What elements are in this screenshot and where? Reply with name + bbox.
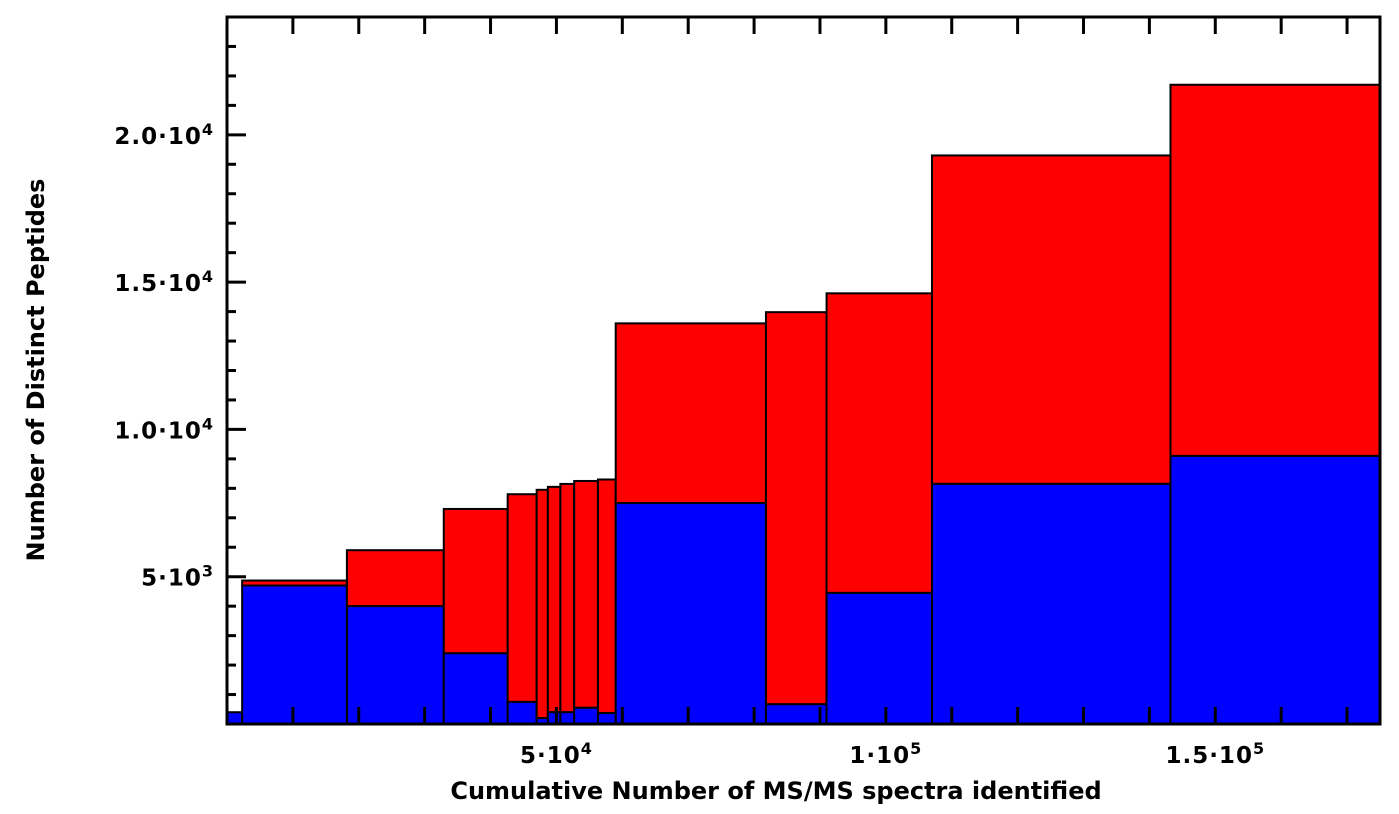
bar-blue-11 (764, 703, 828, 726)
bar-blue-6 (546, 711, 562, 726)
x-tick-label: 1·105 (849, 739, 922, 769)
bar-blue-2 (345, 605, 445, 726)
bars-layer (226, 83, 1381, 726)
y-axis-label: Number of Distinct Peptides (22, 179, 50, 562)
bar-red-13 (930, 154, 1172, 485)
bar-blue-7 (559, 711, 576, 726)
bar-red-5 (535, 488, 549, 720)
ticks-layer (227, 17, 1349, 724)
bar-blue-0 (226, 711, 244, 726)
bar-blue-1 (241, 584, 348, 725)
bar-red-3 (442, 507, 509, 655)
x-axis-label: Cumulative Number of MS/MS spectra ident… (450, 777, 1101, 805)
bar-red-11 (764, 311, 828, 706)
y-tick-label: 1.5·104 (114, 267, 214, 297)
y-tick-label: 2.0·104 (114, 120, 214, 150)
bar-red-4 (506, 493, 538, 703)
bar-blue-12 (825, 591, 933, 725)
bar-blue-13 (930, 482, 1172, 725)
tick-labels-layer: 5·104 1·105 1.5·105 5·103 1.0·104 1.5·104 2.0·… (114, 120, 1265, 769)
bar-blue-3 (442, 652, 509, 725)
x-tick-label: 5·104 (520, 739, 593, 769)
bar-red-6 (546, 485, 562, 714)
bar-red-2 (345, 549, 445, 608)
bar-blue-14 (1169, 454, 1381, 725)
bar-red-9 (596, 478, 617, 715)
bar-blue-4 (506, 700, 538, 725)
bar-red-7 (559, 482, 576, 714)
bar-red-10 (614, 322, 767, 505)
bar-blue-8 (573, 706, 599, 725)
bar-red-14 (1169, 83, 1381, 457)
bar-red-12 (825, 292, 933, 594)
y-tick-label: 1.0·104 (114, 414, 214, 444)
x-tick-label: 1.5·105 (1165, 739, 1265, 769)
bar-blue-9 (596, 712, 617, 725)
bar-blue-10 (614, 502, 767, 725)
bar-red-8 (573, 479, 599, 709)
y-tick-label: 5·103 (141, 562, 214, 592)
